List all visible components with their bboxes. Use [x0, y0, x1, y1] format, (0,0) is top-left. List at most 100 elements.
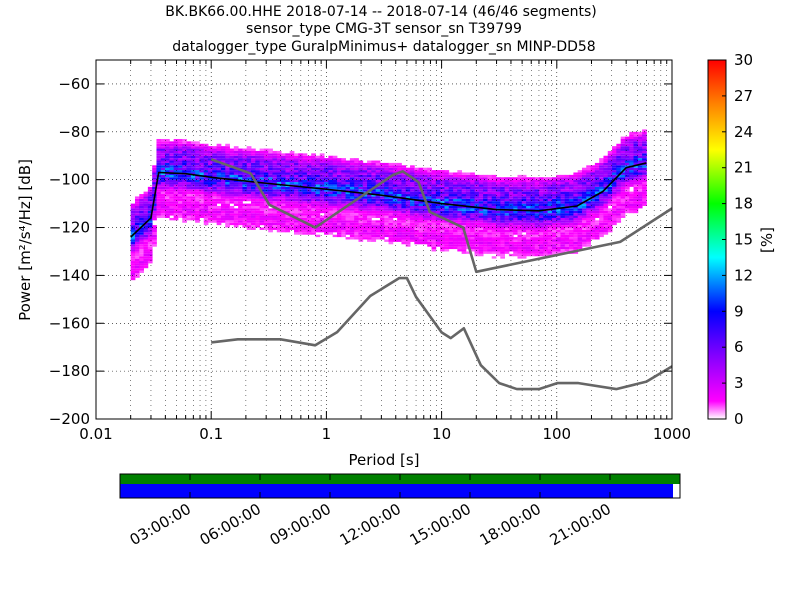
heatmap-cell [633, 150, 639, 154]
heatmap-cell [212, 184, 218, 187]
heatmap-cell [302, 203, 308, 206]
heatmap-cell [569, 220, 574, 223]
heatmap-cell [500, 227, 506, 230]
heatmap-cell [453, 244, 458, 247]
heatmap-cell [156, 150, 162, 154]
heatmap-cell [470, 184, 475, 187]
heatmap-cell [461, 208, 467, 211]
heatmap-cell [281, 194, 286, 197]
heatmap-cell [448, 227, 454, 230]
heatmap-cell [543, 186, 548, 190]
heatmap-cell [156, 170, 162, 173]
heatmap-cell [195, 177, 200, 180]
heatmap-cell [603, 203, 609, 206]
heatmap-cell [453, 215, 458, 218]
heatmap-cell [440, 174, 445, 178]
heatmap-cell [289, 225, 295, 228]
heatmap-cell [556, 179, 561, 183]
heatmap-cell [375, 189, 381, 192]
heatmap-cell [401, 213, 407, 216]
heatmap-cell [143, 208, 149, 211]
heatmap-cell [229, 150, 235, 154]
heatmap-cell [345, 179, 351, 183]
heatmap-cell [629, 184, 634, 187]
heatmap-cell [225, 153, 230, 156]
heatmap-cell [367, 220, 372, 223]
heatmap-cell [358, 220, 364, 223]
heatmap-cell [448, 246, 454, 250]
heatmap-cell [513, 239, 518, 242]
heatmap-cell [405, 227, 411, 230]
heatmap-cell [160, 146, 166, 149]
heatmap-cell [130, 239, 136, 242]
heatmap-cell [242, 208, 248, 211]
heatmap-cell [388, 162, 394, 166]
heatmap-cell [487, 234, 493, 238]
heatmap-cell [341, 227, 346, 230]
heatmap-cell [530, 227, 536, 230]
heatmap-cell [375, 167, 381, 171]
heatmap-cell [620, 160, 626, 163]
heatmap-cell [564, 177, 570, 180]
heatmap-cell [457, 210, 463, 214]
heatmap-cell [397, 215, 402, 218]
heatmap-cell [354, 189, 359, 192]
heatmap-cell [444, 213, 450, 216]
heatmap-cell [216, 150, 222, 154]
heatmap-cell [199, 186, 205, 190]
colorbar-tick-label: 27 [734, 87, 753, 105]
heatmap-cell [367, 182, 372, 185]
heatmap-cell [173, 196, 179, 199]
heatmap-cell [418, 225, 424, 228]
heatmap-cell [397, 189, 402, 192]
heatmap-cell [272, 174, 278, 178]
heatmap-cell [375, 186, 381, 190]
heatmap-cell [642, 194, 647, 197]
heatmap-cell [302, 201, 308, 204]
heatmap-cell [349, 215, 355, 218]
heatmap-cell [422, 177, 428, 180]
heatmap-cell [440, 172, 445, 175]
heatmap-cell [577, 205, 583, 209]
heatmap-cell [491, 251, 497, 254]
heatmap-cell [573, 227, 579, 230]
heatmap-cell [612, 201, 617, 204]
heatmap-cell [633, 136, 639, 139]
heatmap-cell [289, 208, 295, 211]
heatmap-cell [354, 229, 359, 233]
heatmap-cell [435, 220, 441, 223]
heatmap-cell [190, 148, 196, 151]
heatmap-cell [547, 201, 553, 204]
heatmap-cell [405, 213, 411, 216]
heatmap-cell [581, 205, 587, 209]
heatmap-cell [620, 143, 626, 147]
heatmap-cell [375, 213, 381, 216]
heatmap-cell [177, 174, 183, 178]
heatmap-cell [134, 261, 140, 264]
heatmap-cell [139, 196, 144, 199]
heatmap-cell [375, 177, 381, 180]
heatmap-cell [358, 210, 364, 214]
heatmap-cell [212, 208, 218, 211]
heatmap-cell [332, 203, 338, 206]
heatmap-cell [182, 170, 187, 173]
heatmap-cell [405, 237, 411, 240]
heatmap-cell [311, 220, 316, 223]
heatmap-cell [246, 150, 252, 154]
heatmap-cell [367, 205, 372, 209]
heatmap-cell [594, 172, 600, 175]
heatmap-cell [306, 196, 312, 199]
mode-curve [130, 162, 647, 238]
heatmap-cell [156, 182, 162, 185]
heatmap-cell [143, 213, 149, 216]
heatmap-cell [238, 155, 243, 159]
heatmap-cell [328, 225, 334, 228]
heatmap-cell [367, 234, 372, 238]
heatmap-cell [362, 203, 368, 206]
heatmap-cell [474, 182, 480, 185]
heatmap-cell [169, 179, 175, 183]
heatmap-cell [242, 196, 248, 199]
heatmap-cell [165, 146, 170, 149]
heatmap-cell [620, 203, 626, 206]
